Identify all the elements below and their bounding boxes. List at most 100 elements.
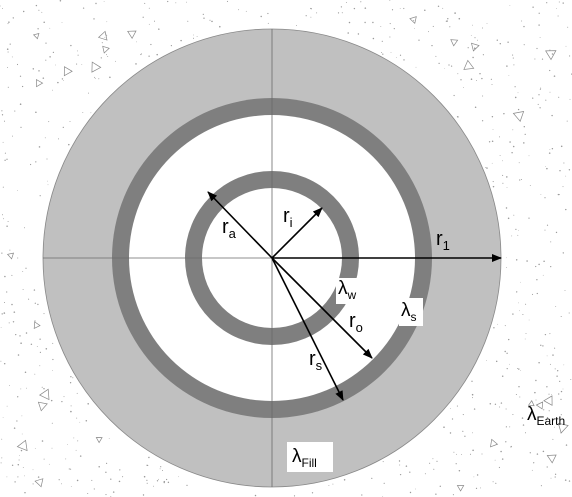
earth-texture-dot xyxy=(115,60,116,62)
earth-texture-dot xyxy=(101,42,103,44)
earth-texture-dot xyxy=(512,129,514,131)
earth-texture-dot xyxy=(522,313,524,316)
earth-texture-dot xyxy=(558,194,560,196)
earth-texture-dot xyxy=(535,265,537,268)
earth-texture-dot xyxy=(501,375,504,377)
earth-texture-dot xyxy=(503,112,505,115)
earth-texture-dot xyxy=(560,145,563,148)
earth-texture-dot xyxy=(429,462,431,464)
earth-texture-dot xyxy=(566,120,568,122)
earth-texture-dot xyxy=(39,365,41,367)
earth-texture-dot xyxy=(98,78,100,80)
earth-texture-dot xyxy=(500,450,502,453)
earth-texture-dot xyxy=(528,217,530,219)
earth-texture-dot xyxy=(535,399,537,401)
earth-texture-dot xyxy=(532,6,534,8)
earth-texture-dot xyxy=(58,479,60,481)
earth-texture-pebble xyxy=(6,252,15,260)
earth-texture-dot xyxy=(409,491,412,494)
earth-texture-dot xyxy=(186,484,188,487)
earth-texture-dot xyxy=(49,56,51,58)
earth-texture-dot xyxy=(20,342,22,344)
earth-texture-dot xyxy=(462,430,464,432)
earth-texture-dot xyxy=(506,65,508,67)
earth-texture-dot xyxy=(389,36,391,38)
earth-texture-dot xyxy=(37,303,39,306)
earth-texture-dot xyxy=(519,396,521,398)
earth-texture-dot xyxy=(514,96,517,99)
earth-texture-dot xyxy=(85,419,88,422)
earth-texture-dot xyxy=(554,347,556,349)
earth-texture-dot xyxy=(544,229,546,231)
earth-texture-dot xyxy=(555,231,558,234)
earth-texture-dot xyxy=(433,468,435,470)
earth-texture-dot xyxy=(513,214,515,216)
earth-texture-dot xyxy=(524,338,526,340)
earth-texture-dot xyxy=(519,310,520,312)
earth-texture-dot xyxy=(38,146,41,148)
earth-texture-dot xyxy=(536,279,538,281)
earth-texture-dot xyxy=(559,169,561,172)
earth-texture-dot xyxy=(61,78,64,80)
earth-texture-dot xyxy=(46,158,48,160)
earth-texture-pebble xyxy=(471,42,480,52)
earth-texture-dot xyxy=(77,440,79,442)
earth-texture-dot xyxy=(562,252,564,254)
earth-texture-dot xyxy=(479,72,481,75)
earth-texture-dot xyxy=(163,482,165,484)
earth-texture-dot xyxy=(499,154,501,156)
earth-texture-dot xyxy=(450,408,451,409)
earth-texture-dot xyxy=(389,0,391,1)
earth-texture-dot xyxy=(381,40,383,42)
earth-texture-pebble xyxy=(102,45,110,54)
earth-texture-dot xyxy=(156,480,159,482)
earth-texture-dot xyxy=(90,112,92,114)
earth-texture-dot xyxy=(12,321,15,323)
earth-texture-dot xyxy=(109,76,111,79)
earth-texture-dot xyxy=(3,120,6,122)
earth-texture-pebble xyxy=(527,400,535,407)
earth-texture-dot xyxy=(549,91,551,93)
earth-texture-dot xyxy=(512,313,514,315)
earth-texture-dot xyxy=(203,17,205,19)
earth-texture-dot xyxy=(43,21,45,24)
earth-texture-dot xyxy=(512,413,514,416)
earth-texture-dot xyxy=(538,94,540,96)
earth-texture-dot xyxy=(19,335,21,337)
earth-texture-dot xyxy=(551,147,554,150)
earth-texture-dot xyxy=(22,289,24,290)
earth-texture-dot xyxy=(506,176,508,178)
earth-texture-dot xyxy=(455,463,457,465)
earth-texture-dot xyxy=(3,362,6,365)
earth-texture-dot xyxy=(20,126,22,128)
earth-texture-dot xyxy=(435,55,437,57)
earth-texture-dot xyxy=(4,152,6,154)
earth-texture-dot xyxy=(45,59,47,61)
earth-texture-dot xyxy=(311,492,314,494)
earth-texture-dot xyxy=(551,53,554,55)
earth-texture-dot xyxy=(147,464,149,467)
earth-texture-dot xyxy=(544,333,547,336)
earth-texture-dot xyxy=(505,426,507,427)
earth-texture-dot xyxy=(9,249,11,251)
earth-texture-dot xyxy=(70,410,72,413)
earth-texture-pebble xyxy=(490,438,499,448)
earth-texture-dot xyxy=(30,163,32,166)
earth-texture-dot xyxy=(70,376,72,378)
earth-texture-dot xyxy=(492,181,494,183)
earth-texture-dot xyxy=(549,333,551,335)
earth-texture-dot xyxy=(17,354,20,356)
earth-texture-dot xyxy=(3,301,6,304)
earth-texture-dot xyxy=(11,56,13,58)
earth-texture-dot xyxy=(520,281,521,283)
earth-texture-dot xyxy=(518,230,519,232)
earth-texture-dot xyxy=(508,338,510,341)
earth-texture-dot xyxy=(107,56,109,57)
earth-texture-dot xyxy=(550,477,552,479)
earth-texture-dot xyxy=(13,311,16,313)
earth-texture-dot xyxy=(141,53,142,55)
earth-texture-dot xyxy=(557,15,559,17)
earth-texture-dot xyxy=(39,351,42,353)
earth-texture-dot xyxy=(557,370,559,372)
earth-texture-dot xyxy=(187,20,189,22)
